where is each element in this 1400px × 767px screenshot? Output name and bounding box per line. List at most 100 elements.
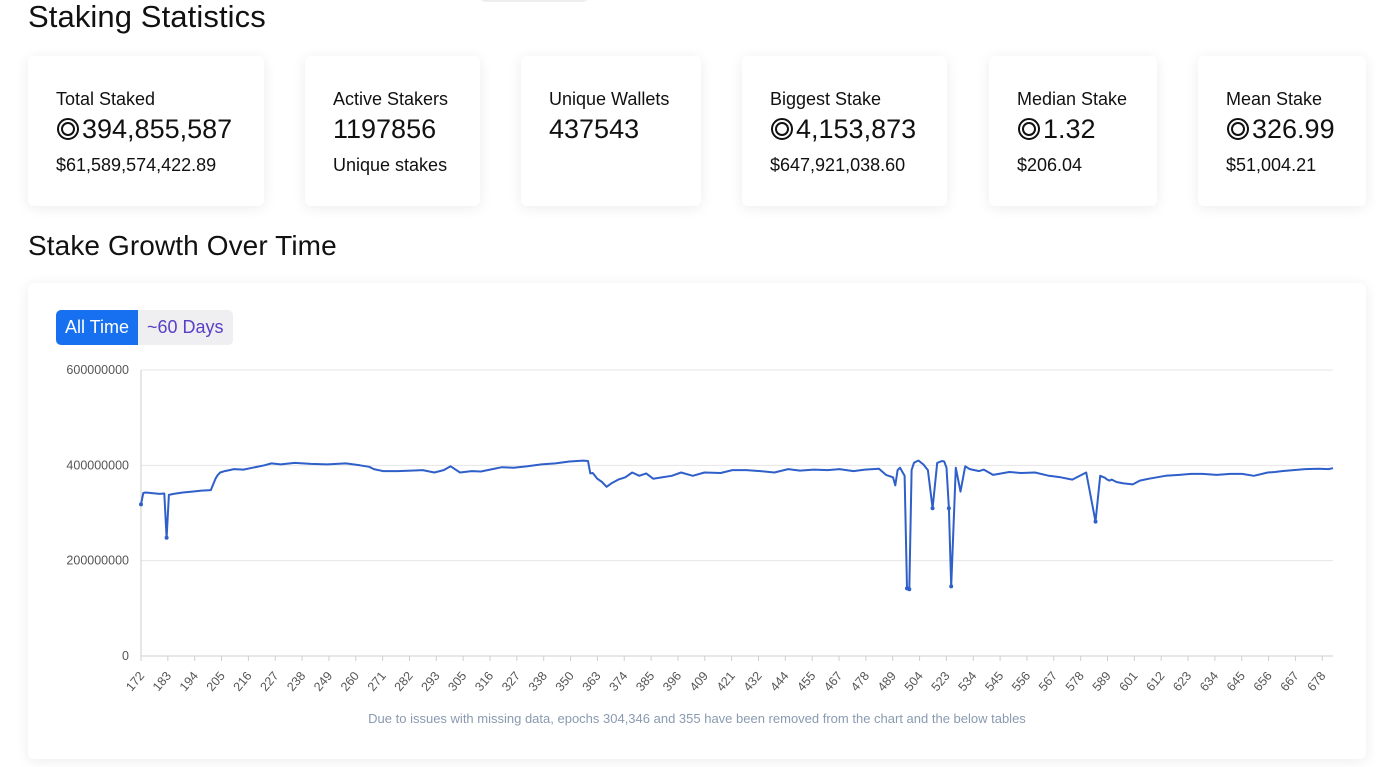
chart-axes: 0 200000000 400000000 600000000 172 183 194 205… — [66, 363, 1328, 694]
x-tick-label: 623 — [1170, 669, 1194, 694]
coin-icon — [57, 118, 79, 140]
x-tick-label: 589 — [1090, 669, 1114, 694]
x-tick-label: 612 — [1143, 669, 1167, 694]
stat-sub: Unique stakes — [333, 155, 448, 175]
x-tick-label: 385 — [633, 669, 657, 694]
stat-label: Mean Stake — [1226, 89, 1323, 109]
x-tick-label: 227 — [257, 669, 281, 694]
coin-icon — [771, 118, 793, 140]
x-tick-label: 271 — [365, 669, 389, 694]
chart-grid — [141, 369, 1333, 657]
stat-value-text: 326.99 — [1252, 114, 1335, 144]
x-tick-label: 455 — [794, 669, 818, 694]
x-tick-label: 216 — [231, 669, 255, 694]
x-tick-label: 556 — [1009, 669, 1033, 694]
x-tick-label: 504 — [902, 669, 926, 694]
x-tick-label: 396 — [660, 669, 684, 694]
stat-value: 326.99 — [1226, 112, 1366, 146]
chart-series — [139, 459, 1334, 592]
stat-card-total-staked: Total Staked 394,855,587 $61,589,574,422… — [28, 56, 264, 206]
x-tick-label: 249 — [311, 669, 335, 694]
x-tick-label: 316 — [472, 669, 496, 694]
x-tick-label: 478 — [848, 669, 872, 694]
section-title-stake-growth: Stake Growth Over Time — [28, 230, 337, 261]
x-tick-label: 238 — [284, 669, 308, 694]
stat-label: Total Staked — [56, 89, 156, 109]
stat-sub: $51,004.21 — [1226, 155, 1317, 175]
sixty-days-button[interactable]: ~60 Days — [138, 310, 233, 345]
x-tick-label: 327 — [499, 669, 523, 694]
stake-growth-chart-card: All Time ~60 Days 0 200000000 400000000 600… — [28, 283, 1366, 759]
x-tick-label: 678 — [1304, 669, 1328, 694]
x-tick-label: 205 — [204, 669, 228, 694]
stat-card-unique-wallets: Unique Wallets 437543 — [521, 56, 701, 206]
stat-value-text: 4,153,873 — [796, 114, 917, 144]
stat-value-text: 394,855,587 — [82, 114, 233, 144]
x-tick-label: 282 — [392, 669, 416, 694]
x-tick-label: 260 — [338, 669, 362, 694]
y-tick-label: 400000000 — [66, 458, 129, 472]
x-tick-label: 172 — [123, 669, 147, 694]
series-line — [140, 459, 1334, 591]
data-point — [930, 506, 935, 511]
x-tick-label: 409 — [687, 669, 711, 694]
stat-value: 437543 — [549, 112, 701, 146]
stat-value-text: 1.32 — [1043, 114, 1096, 144]
data-point — [139, 502, 143, 507]
x-tick-label: 293 — [418, 669, 442, 694]
x-tick-label: 305 — [445, 669, 469, 694]
stake-growth-chart: 0 200000000 400000000 600000000 172 183 194 205… — [66, 363, 1334, 694]
stat-value-text: 1197856 — [333, 114, 437, 144]
x-tick-label: 656 — [1251, 669, 1275, 694]
x-tick-label: 363 — [580, 669, 604, 694]
data-point — [1093, 519, 1098, 524]
data-point — [949, 584, 954, 589]
stat-value: 394,855,587 — [56, 112, 264, 146]
stat-value: 1197856 — [333, 112, 480, 146]
y-tick-label: 600000000 — [66, 363, 129, 377]
x-tick-label: 534 — [955, 669, 979, 694]
stat-sub: $206.04 — [1017, 155, 1083, 175]
x-tick-label: 601 — [1116, 669, 1140, 694]
x-tick-label: 421 — [714, 669, 738, 694]
x-tick-label: 183 — [150, 669, 174, 694]
x-tick-label: 444 — [767, 669, 791, 694]
x-tick-label: 634 — [1197, 669, 1221, 694]
x-tick-label: 432 — [741, 669, 765, 694]
stat-sub: $61,589,574,422.89 — [56, 155, 217, 175]
data-point — [946, 506, 951, 511]
stat-card-active-stakers: Active Stakers 1197856 Unique stakes — [305, 56, 480, 206]
x-tick-label: 578 — [1063, 669, 1087, 694]
stat-label: Biggest Stake — [770, 89, 882, 109]
x-tick-label: 338 — [526, 669, 550, 694]
coin-icon — [1018, 118, 1040, 140]
x-tick-label: 545 — [982, 669, 1006, 694]
x-tick-label: 523 — [929, 669, 953, 694]
all-time-button[interactable]: All Time — [56, 310, 139, 345]
stat-value: 4,153,873 — [770, 112, 947, 146]
x-tick-label: 374 — [606, 669, 630, 694]
x-tick-label: 667 — [1278, 669, 1302, 694]
data-point — [907, 587, 912, 592]
data-point — [164, 535, 169, 540]
range-toggle: All Time ~60 Days — [56, 310, 233, 345]
page-title: Staking Statistics — [28, 0, 266, 34]
chart-footnote: Due to issues with missing data, epochs … — [368, 711, 1026, 726]
y-tick-label: 0 — [122, 649, 129, 663]
x-tick-label: 645 — [1224, 669, 1248, 694]
stat-sub: $647,921,038.60 — [770, 155, 906, 175]
top-tab-stub[interactable] — [480, 0, 588, 2]
stat-card-mean-stake: Mean Stake 326.99 $51,004.21 — [1198, 56, 1366, 206]
coin-icon — [1227, 118, 1249, 140]
stat-value: 1.32 — [1017, 112, 1157, 146]
x-tick-label: 194 — [177, 669, 201, 694]
stat-value-text: 437543 — [549, 114, 640, 144]
y-tick-label: 200000000 — [66, 554, 129, 568]
x-tick-label: 567 — [1036, 669, 1060, 694]
stat-label: Active Stakers — [333, 89, 449, 109]
stat-card-median-stake: Median Stake 1.32 $206.04 — [989, 56, 1157, 206]
stat-label: Unique Wallets — [549, 89, 670, 109]
x-tick-label: 350 — [553, 669, 577, 694]
stat-card-biggest-stake: Biggest Stake 4,153,873 $647,921,038.60 — [742, 56, 947, 206]
